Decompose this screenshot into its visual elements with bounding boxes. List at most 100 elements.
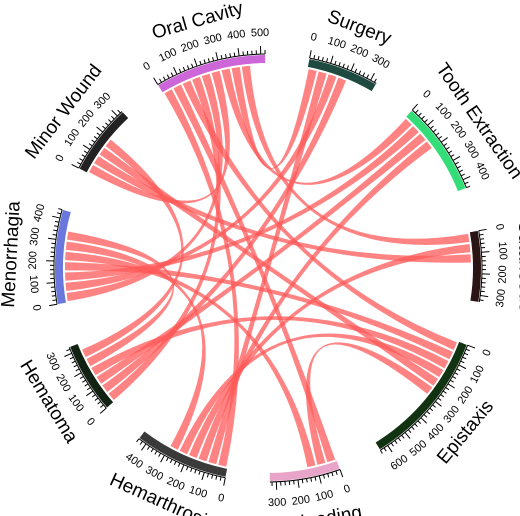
tick-hemarthrosis-360 bbox=[150, 448, 154, 453]
tick-label-hematoma-0: 0 bbox=[84, 416, 97, 428]
axis-line-menorrhagia bbox=[53, 209, 63, 305]
tick-menorrhagia-300 bbox=[47, 237, 56, 240]
tick-surgery-240 bbox=[358, 70, 362, 75]
tick-tooth-260 bbox=[448, 150, 453, 154]
tick-label-tooth-0: 0 bbox=[420, 88, 433, 101]
tick-oral-380 bbox=[233, 52, 236, 57]
ribbon-epistaxis-minor bbox=[99, 147, 439, 386]
tick-epistaxis-640 bbox=[379, 449, 383, 454]
ribbon-oral-gi bbox=[173, 84, 336, 463]
tick-gi-160 bbox=[306, 478, 308, 483]
tick-minor-240 bbox=[105, 122, 109, 126]
tick-label-cutaneous-100: 100 bbox=[496, 241, 509, 260]
ribbon-layer bbox=[64, 65, 471, 468]
tick-hemarthrosis-60 bbox=[211, 474, 214, 479]
tick-label-hemarthrosis-300: 300 bbox=[143, 464, 165, 483]
tick-tooth-300 bbox=[452, 155, 461, 161]
tick-hemarthrosis-120 bbox=[198, 470, 201, 475]
sector-tooth bbox=[406, 110, 466, 192]
tick-label-menorrhagia-400: 400 bbox=[32, 203, 48, 224]
axis-line-gi bbox=[269, 469, 341, 483]
ribbon-oral-surgery bbox=[231, 66, 317, 169]
tick-tooth-420 bbox=[464, 181, 469, 185]
tick-label-hematoma-300: 300 bbox=[43, 351, 61, 373]
tick-minor-180 bbox=[96, 132, 101, 136]
tick-label-tooth-100: 100 bbox=[433, 101, 454, 123]
tick-epistaxis-120 bbox=[456, 368, 461, 372]
tick-tooth-360 bbox=[458, 169, 464, 173]
tick-gi-180 bbox=[301, 479, 304, 484]
tick-epistaxis-220 bbox=[445, 387, 450, 391]
tick-menorrhagia-20 bbox=[52, 299, 57, 302]
tick-oral-160 bbox=[186, 65, 190, 70]
tick-hemarthrosis-180 bbox=[185, 466, 189, 471]
tick-label-hematoma-200: 200 bbox=[53, 372, 72, 394]
tick-oral-140 bbox=[182, 66, 186, 72]
tick-surgery-20 bbox=[313, 54, 316, 60]
tick-cutaneous-0 bbox=[478, 228, 487, 232]
tick-hemarthrosis-160 bbox=[190, 467, 193, 472]
tick-gi-80 bbox=[322, 474, 325, 479]
tick-tooth-0 bbox=[411, 103, 419, 111]
sector-minor bbox=[79, 112, 129, 173]
tick-gi-0 bbox=[339, 469, 344, 478]
tick-tooth-280 bbox=[450, 154, 455, 158]
tick-gi-140 bbox=[310, 477, 313, 482]
tick-cutaneous-300 bbox=[480, 295, 489, 298]
tick-oral-340 bbox=[225, 54, 227, 59]
tick-hematoma-100 bbox=[86, 390, 94, 397]
tick-hemarthrosis-400 bbox=[141, 443, 147, 451]
tick-label-tooth-300: 300 bbox=[461, 139, 481, 161]
tick-tooth-180 bbox=[438, 135, 443, 140]
tick-hematoma-0 bbox=[99, 407, 107, 414]
tick-label-gi-300: 300 bbox=[268, 496, 287, 509]
tick-minor-100 bbox=[82, 144, 91, 150]
tick-tooth-380 bbox=[460, 173, 465, 177]
tick-hematoma-140 bbox=[84, 383, 89, 387]
tick-epistaxis-280 bbox=[437, 397, 442, 401]
tick-epistaxis-340 bbox=[429, 407, 434, 412]
tick-label-hemarthrosis-0: 0 bbox=[217, 492, 225, 505]
ribbon-oral-hematoma bbox=[108, 76, 221, 401]
tick-epistaxis-180 bbox=[450, 379, 454, 383]
tick-menorrhagia-440 bbox=[58, 208, 63, 211]
tick-label-cutaneous-200: 200 bbox=[497, 265, 510, 284]
tick-label-menorrhagia-0: 0 bbox=[30, 304, 43, 312]
tick-minor-20 bbox=[77, 161, 82, 165]
tick-oral-320 bbox=[220, 54, 223, 60]
tick-menorrhagia-320 bbox=[52, 233, 57, 236]
tick-epistaxis-360 bbox=[426, 410, 431, 415]
tick-label-menorrhagia-200: 200 bbox=[27, 251, 40, 270]
tick-minor-0 bbox=[71, 163, 79, 169]
tick-gi-40 bbox=[331, 472, 334, 477]
axis-line-minor bbox=[78, 111, 123, 169]
tick-label-hemarthrosis-200: 200 bbox=[165, 475, 187, 493]
tick-label-surgery-300: 300 bbox=[370, 52, 392, 71]
tick-epistaxis-140 bbox=[454, 372, 459, 376]
tick-hematoma-40 bbox=[97, 401, 102, 405]
tick-cutaneous-320 bbox=[479, 299, 484, 301]
tick-hematoma-200 bbox=[74, 372, 82, 378]
tick-oral-80 bbox=[170, 72, 174, 77]
axis-line-surgery bbox=[309, 57, 377, 84]
tick-epistaxis-600 bbox=[387, 445, 393, 453]
sector-label-cutaneous: Cutaneous bbox=[514, 220, 520, 312]
tick-surgery-180 bbox=[346, 65, 349, 70]
sector-hematoma bbox=[70, 343, 114, 408]
tick-epistaxis-200 bbox=[447, 383, 455, 389]
tick-epistaxis-420 bbox=[417, 420, 422, 424]
tick-surgery-120 bbox=[334, 60, 337, 65]
tick-minor-320 bbox=[117, 109, 121, 114]
tick-hemarthrosis-200 bbox=[180, 464, 185, 473]
tick-tooth-220 bbox=[443, 143, 448, 147]
tick-menorrhagia-0 bbox=[49, 303, 58, 307]
tick-menorrhagia-420 bbox=[56, 212, 62, 215]
tick-minor-220 bbox=[102, 125, 106, 130]
tick-epistaxis-100 bbox=[458, 364, 467, 370]
tick-label-oral-200: 200 bbox=[179, 38, 200, 55]
ribbon-oral-hemarthrosis bbox=[164, 89, 239, 467]
tick-epistaxis-460 bbox=[411, 426, 415, 431]
tick-label-gi-200: 200 bbox=[291, 493, 311, 507]
ribbon-epistaxis-hemarthrosis bbox=[179, 333, 444, 455]
tick-hemarthrosis-80 bbox=[206, 473, 209, 478]
